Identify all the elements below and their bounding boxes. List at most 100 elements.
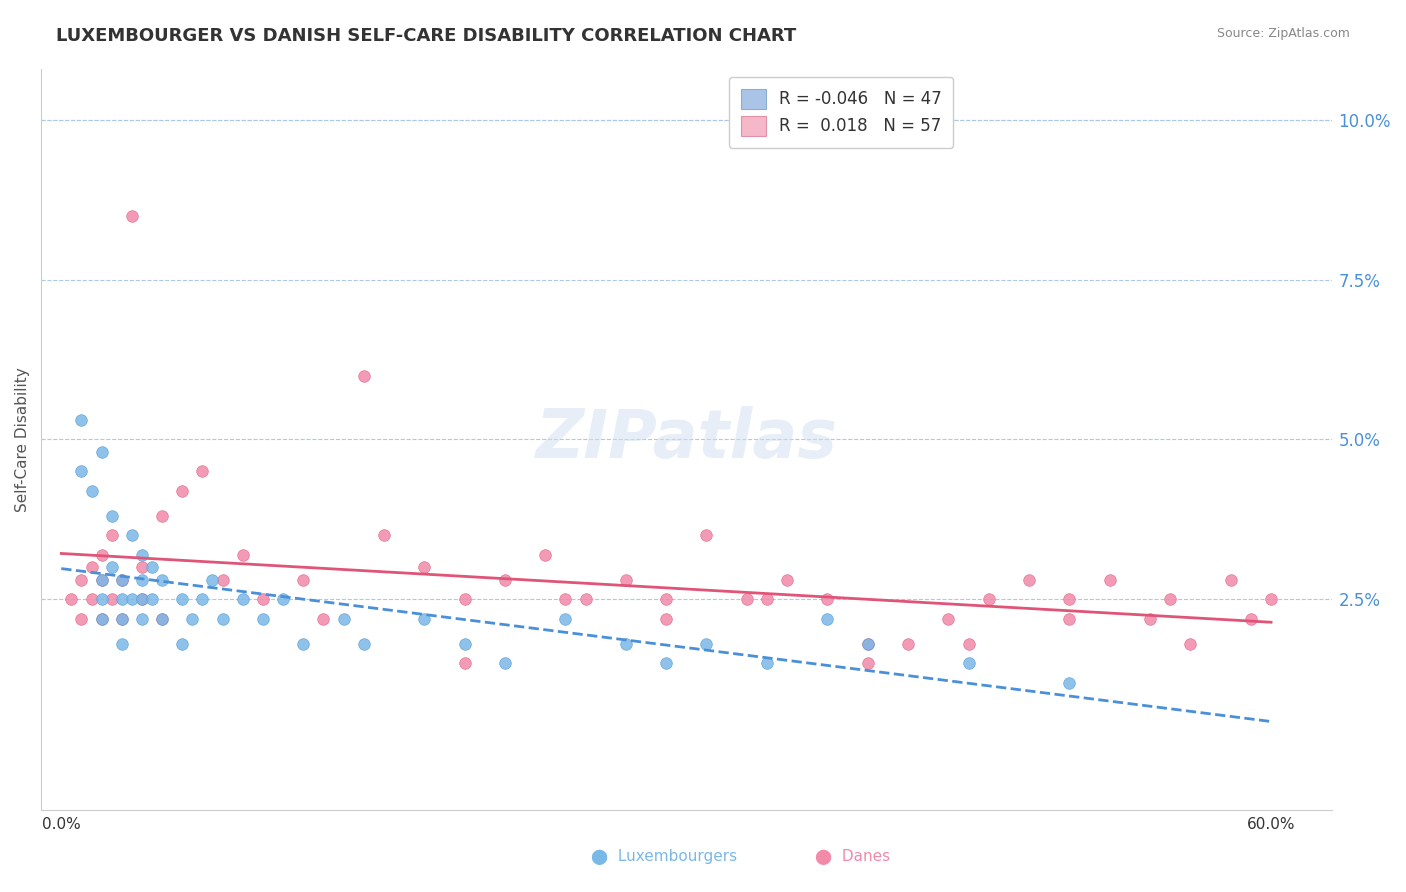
Point (131, 592, 153, 607)
Point (614, 573, 637, 587)
Point (373, 528, 395, 542)
Point (614, 637, 637, 651)
Text: ZIPatlas: ZIPatlas (536, 407, 838, 473)
Point (70, 573, 93, 587)
Point (1240, 611, 1263, 625)
Point (90, 592, 112, 607)
Point (121, 209, 143, 223)
Point (60, 592, 83, 607)
Point (70, 465, 93, 479)
Point (232, 548, 254, 562)
Point (111, 637, 134, 651)
Y-axis label: Self-Care Disability: Self-Care Disability (15, 368, 30, 512)
Point (1059, 611, 1081, 625)
Point (252, 592, 274, 607)
Point (80, 483, 103, 498)
Point (957, 637, 980, 651)
Point (1260, 592, 1282, 607)
Point (211, 573, 233, 587)
Point (494, 657, 516, 671)
Point (191, 465, 214, 479)
Point (150, 573, 173, 587)
Point (695, 637, 717, 651)
Point (111, 592, 134, 607)
Point (1059, 592, 1081, 607)
Point (90, 548, 112, 562)
Point (201, 573, 224, 587)
Point (211, 611, 233, 625)
Point (856, 637, 879, 651)
Point (131, 592, 153, 607)
Text: Source: ZipAtlas.com: Source: ZipAtlas.com (1216, 27, 1350, 40)
Point (271, 592, 294, 607)
Point (776, 573, 799, 587)
Point (111, 573, 134, 587)
Point (131, 611, 153, 625)
Point (131, 548, 153, 562)
Point (312, 611, 335, 625)
Point (756, 657, 779, 671)
Point (141, 560, 163, 574)
Point (574, 592, 596, 607)
Point (100, 592, 122, 607)
Point (150, 611, 173, 625)
Text: ⬤  Luxembourgers: ⬤ Luxembourgers (591, 849, 737, 865)
Point (735, 592, 758, 607)
Point (150, 611, 173, 625)
Point (232, 592, 254, 607)
Point (534, 548, 557, 562)
Point (977, 592, 1000, 607)
Point (554, 611, 576, 625)
Point (90, 611, 112, 625)
Point (817, 592, 839, 607)
Point (897, 637, 920, 651)
Point (756, 592, 779, 607)
Point (413, 611, 436, 625)
Point (1059, 675, 1081, 690)
Point (655, 592, 678, 607)
Point (100, 560, 122, 574)
Legend: R = -0.046   N = 47, R =  0.018   N = 57: R = -0.046 N = 47, R = 0.018 N = 57 (728, 77, 953, 147)
Point (80, 560, 103, 574)
Point (111, 611, 134, 625)
Point (100, 528, 122, 542)
Point (131, 573, 153, 587)
Point (655, 611, 678, 625)
Point (172, 592, 194, 607)
Point (353, 368, 375, 383)
Point (1180, 637, 1202, 651)
Point (121, 528, 143, 542)
Point (554, 592, 576, 607)
Point (695, 528, 717, 542)
Point (131, 560, 153, 574)
Point (70, 611, 93, 625)
Point (90, 573, 112, 587)
Point (453, 657, 475, 671)
Point (90, 573, 112, 587)
Point (655, 657, 678, 671)
Point (1159, 592, 1181, 607)
Point (817, 611, 839, 625)
Point (141, 592, 163, 607)
Point (111, 573, 134, 587)
Point (172, 483, 194, 498)
Point (80, 592, 103, 607)
Point (413, 560, 436, 574)
Point (1098, 573, 1121, 587)
Point (70, 413, 93, 427)
Point (150, 509, 173, 524)
Point (494, 573, 516, 587)
Point (856, 637, 879, 651)
Point (332, 611, 354, 625)
Point (1139, 611, 1161, 625)
Point (856, 657, 879, 671)
Point (252, 611, 274, 625)
Point (453, 592, 475, 607)
Point (938, 611, 960, 625)
Point (121, 592, 143, 607)
Point (111, 611, 134, 625)
Point (292, 637, 315, 651)
Text: ⬤  Danes: ⬤ Danes (815, 849, 890, 865)
Point (1018, 573, 1040, 587)
Point (191, 592, 214, 607)
